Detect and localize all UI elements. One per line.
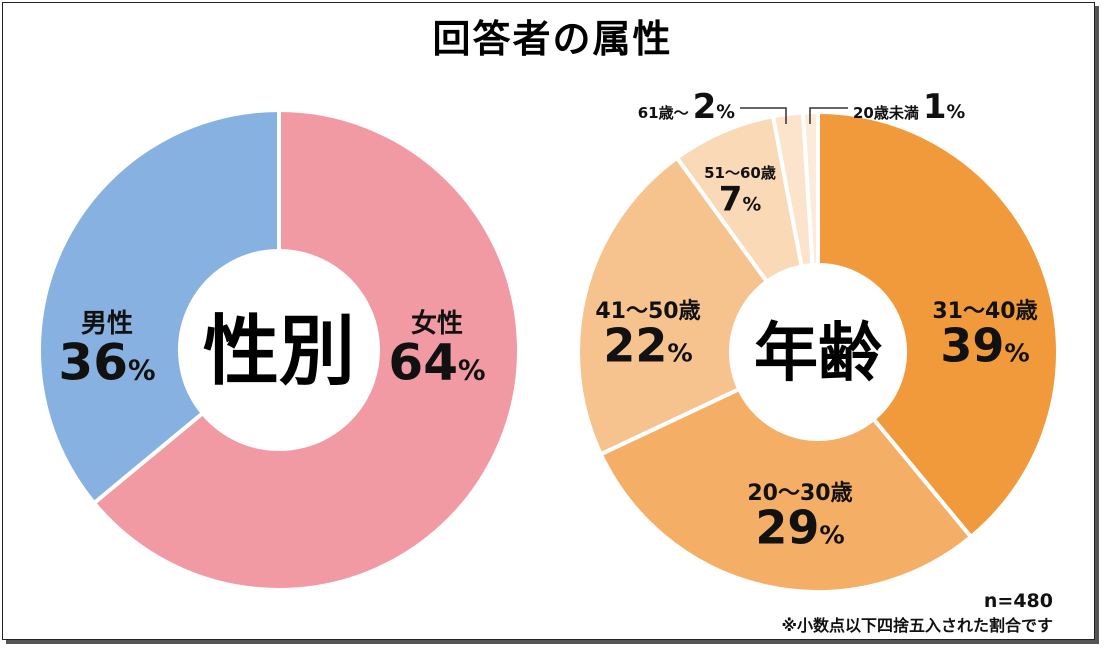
slice-category-label-1: 男性 bbox=[81, 309, 133, 339]
slice-category-label-2: 41～50歳 bbox=[595, 299, 700, 324]
pie-slice-0 bbox=[816, 109, 1060, 540]
slice-value-label-0: 39% bbox=[940, 319, 1029, 373]
pie-slice-0 bbox=[91, 107, 521, 592]
slice-label-4: 61歳～ 2% bbox=[638, 87, 736, 127]
slice-value-label-2: 22% bbox=[603, 319, 692, 373]
sample-size-label: n=480 bbox=[983, 590, 1053, 612]
slice-value-label-1: 36% bbox=[58, 334, 155, 392]
rounding-footnote: ※小数点以下四捨五入された割合です bbox=[781, 616, 1053, 635]
leader-line-4 bbox=[740, 107, 787, 124]
slice-category-label-1: 20～30歳 bbox=[747, 481, 852, 506]
donut-center-label: 性別 bbox=[203, 306, 355, 395]
slice-category-label-0: 31～40歳 bbox=[932, 299, 1037, 324]
pie-slice-1 bbox=[598, 386, 974, 594]
slice-value-label-1: 29% bbox=[755, 501, 844, 555]
slice-value-label-0: 64% bbox=[388, 334, 485, 392]
slice-label-5: 20歳未満 1% bbox=[853, 87, 966, 127]
slice-category-label-0: 女性 bbox=[411, 308, 463, 339]
leader-line-5 bbox=[809, 107, 848, 124]
slice-category-label-3: 51～60歳 bbox=[704, 164, 776, 182]
pie-slice-5 bbox=[800, 109, 820, 268]
slice-value-label-3: 7% bbox=[719, 179, 762, 219]
chart-title: 回答者の属性 bbox=[432, 17, 673, 61]
pie-slice-2 bbox=[576, 155, 770, 457]
pie-slice-1 bbox=[37, 107, 281, 506]
donut-center-label: 年齢 bbox=[754, 317, 882, 391]
